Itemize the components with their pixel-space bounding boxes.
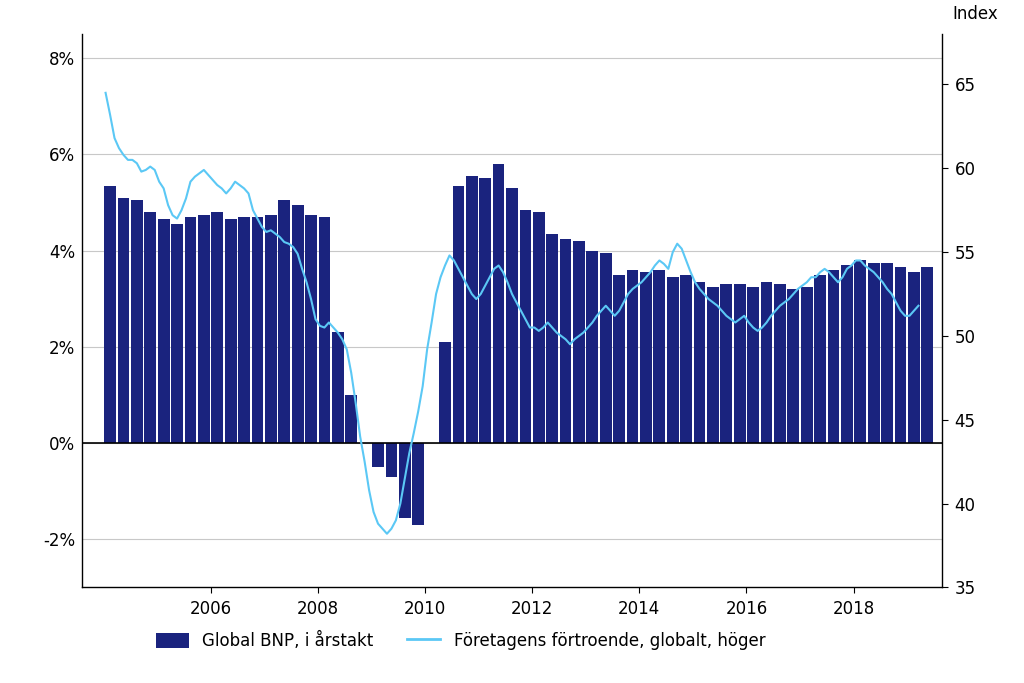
Bar xyxy=(519,210,531,443)
Bar xyxy=(171,224,183,443)
Bar xyxy=(573,241,585,443)
Bar xyxy=(279,200,290,443)
Bar xyxy=(224,219,237,443)
Bar xyxy=(118,197,129,443)
Bar xyxy=(854,260,866,443)
Bar xyxy=(345,395,357,443)
Bar xyxy=(613,275,625,443)
Bar xyxy=(104,186,116,443)
Bar xyxy=(252,217,263,443)
Bar xyxy=(868,263,880,443)
Bar xyxy=(560,238,571,443)
Bar xyxy=(385,443,397,477)
Bar xyxy=(801,287,813,443)
Bar xyxy=(908,273,920,443)
Bar xyxy=(479,178,492,443)
Bar xyxy=(265,214,276,443)
Bar xyxy=(587,251,598,443)
Text: Index: Index xyxy=(952,5,998,23)
Bar xyxy=(292,205,303,443)
Bar xyxy=(787,289,800,443)
Bar xyxy=(627,270,639,443)
Legend: Global BNP, i årstakt, Företagens förtroende, globalt, höger: Global BNP, i årstakt, Företagens förtro… xyxy=(148,625,772,656)
Bar xyxy=(466,176,478,443)
Bar xyxy=(895,268,906,443)
Bar xyxy=(814,275,826,443)
Bar xyxy=(184,217,197,443)
Bar xyxy=(653,270,666,443)
Bar xyxy=(318,217,331,443)
Bar xyxy=(600,253,611,443)
Bar xyxy=(506,188,518,443)
Bar xyxy=(546,234,558,443)
Bar xyxy=(439,342,451,443)
Bar xyxy=(882,263,893,443)
Bar xyxy=(453,186,464,443)
Bar xyxy=(332,333,344,443)
Bar xyxy=(774,284,785,443)
Bar xyxy=(761,282,772,443)
Bar xyxy=(827,270,840,443)
Bar xyxy=(922,268,933,443)
Bar xyxy=(693,282,706,443)
Bar xyxy=(532,212,545,443)
Bar xyxy=(372,443,384,467)
Bar xyxy=(131,200,142,443)
Bar xyxy=(158,219,170,443)
Bar xyxy=(667,277,679,443)
Bar xyxy=(413,443,424,525)
Bar xyxy=(680,275,692,443)
Bar xyxy=(841,265,853,443)
Bar xyxy=(640,273,652,443)
Bar xyxy=(198,214,210,443)
Bar xyxy=(399,443,411,518)
Bar xyxy=(708,287,719,443)
Bar xyxy=(239,217,250,443)
Bar xyxy=(721,284,732,443)
Bar xyxy=(748,287,759,443)
Bar xyxy=(211,212,223,443)
Bar xyxy=(144,212,156,443)
Bar xyxy=(493,164,505,443)
Bar xyxy=(734,284,745,443)
Bar xyxy=(305,214,316,443)
